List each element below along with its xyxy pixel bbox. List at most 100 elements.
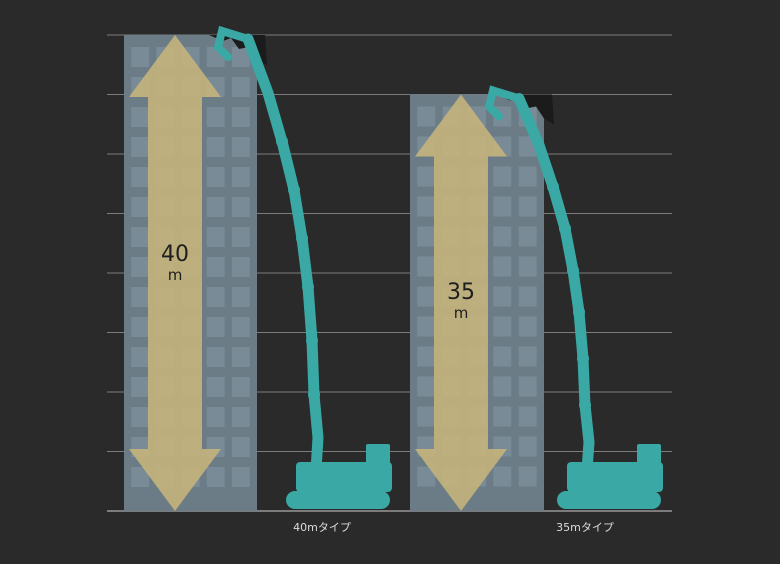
machine-body: [296, 462, 392, 492]
demolition-machine-35m: [484, 85, 663, 509]
building-window: [518, 166, 537, 187]
building-window: [518, 436, 537, 457]
building-window: [493, 286, 512, 307]
building-window: [231, 257, 250, 277]
machine-boom: [242, 33, 324, 476]
building-window: [231, 227, 250, 247]
building-window: [131, 347, 150, 367]
building-window: [231, 287, 250, 307]
height-label-40m: 40 m: [145, 244, 205, 283]
machine-boom-joint: [276, 135, 288, 148]
building-window: [206, 107, 225, 127]
building-window: [131, 227, 150, 247]
building-window: [518, 346, 537, 367]
building-window: [493, 196, 512, 217]
height-arrow-35m: [415, 94, 507, 511]
building-window: [231, 467, 250, 487]
building-window: [231, 407, 250, 427]
building-window: [206, 197, 225, 217]
machine-boom-joint: [573, 306, 585, 319]
building-window: [231, 347, 250, 367]
building-window: [493, 316, 512, 337]
building-window: [417, 196, 436, 217]
building-window: [231, 167, 250, 187]
building-window: [131, 377, 150, 397]
machine-boom: [513, 93, 595, 476]
building-window: [206, 167, 225, 187]
building-window: [131, 257, 150, 277]
building-window: [493, 466, 512, 487]
machine-boom-joint: [579, 398, 591, 411]
building-window: [231, 377, 250, 397]
building-window: [518, 316, 537, 337]
building-window: [417, 466, 436, 487]
building-window: [206, 377, 225, 397]
building-window: [493, 166, 512, 187]
building-window: [131, 197, 150, 217]
building-window: [518, 286, 537, 307]
building-window: [131, 137, 150, 157]
machine-boom-joint: [288, 183, 300, 196]
building-window: [518, 466, 537, 487]
machine-crusher: [213, 25, 252, 61]
machine-crusher: [484, 85, 523, 121]
machine-boom-joint: [547, 180, 559, 193]
building-window: [231, 77, 250, 97]
building-window: [493, 376, 512, 397]
building-window: [131, 107, 150, 127]
building-window: [231, 197, 250, 217]
building-window: [231, 47, 250, 67]
building-window: [131, 467, 150, 487]
machine-boom-joint: [559, 222, 571, 235]
machine-boom-joint: [296, 232, 308, 245]
building-window: [231, 317, 250, 337]
building-window: [206, 287, 225, 307]
building-window: [206, 137, 225, 157]
building-window: [493, 226, 512, 247]
machine-boom-joint: [567, 264, 579, 277]
building-window: [417, 376, 436, 397]
building-window: [231, 437, 250, 457]
caption-40m-type: 40mタイプ: [293, 521, 351, 534]
building-window: [493, 256, 512, 277]
building-window: [417, 256, 436, 277]
building-window: [518, 196, 537, 217]
building-window: [417, 346, 436, 367]
height-unit-40m: m: [167, 266, 183, 284]
machine-cab: [366, 444, 390, 464]
building-window: [206, 317, 225, 337]
building-window: [131, 317, 150, 337]
building-window: [206, 467, 225, 487]
building-window: [206, 257, 225, 277]
building-window: [417, 316, 436, 337]
caption-35m-type: 35mタイプ: [556, 521, 614, 534]
building-window: [518, 256, 537, 277]
height-value-35m: 35: [447, 280, 475, 305]
building-35m-rubble: [496, 94, 554, 125]
building-window: [206, 347, 225, 367]
building-window: [131, 407, 150, 427]
machine-boom-joint: [302, 280, 314, 293]
height-arrow-40m: [129, 35, 221, 511]
building-window: [417, 166, 436, 187]
machine-boom-joint: [306, 334, 318, 347]
building-window: [206, 407, 225, 427]
building-window: [131, 167, 150, 187]
building-window: [131, 47, 150, 67]
height-value-40m: 40: [161, 242, 189, 267]
building-window: [417, 226, 436, 247]
building-window: [417, 106, 436, 127]
building-window: [518, 376, 537, 397]
machine-boom-joint: [577, 352, 589, 365]
machine-cab: [637, 444, 661, 464]
building-window: [231, 107, 250, 127]
building-window: [417, 286, 436, 307]
machine-boom-joint: [308, 388, 320, 401]
machine-crawler-track: [557, 491, 661, 509]
height-label-35m: 35 m: [431, 282, 491, 321]
machine-crawler-track: [286, 491, 390, 509]
building-window: [518, 406, 537, 427]
building-window: [206, 227, 225, 247]
